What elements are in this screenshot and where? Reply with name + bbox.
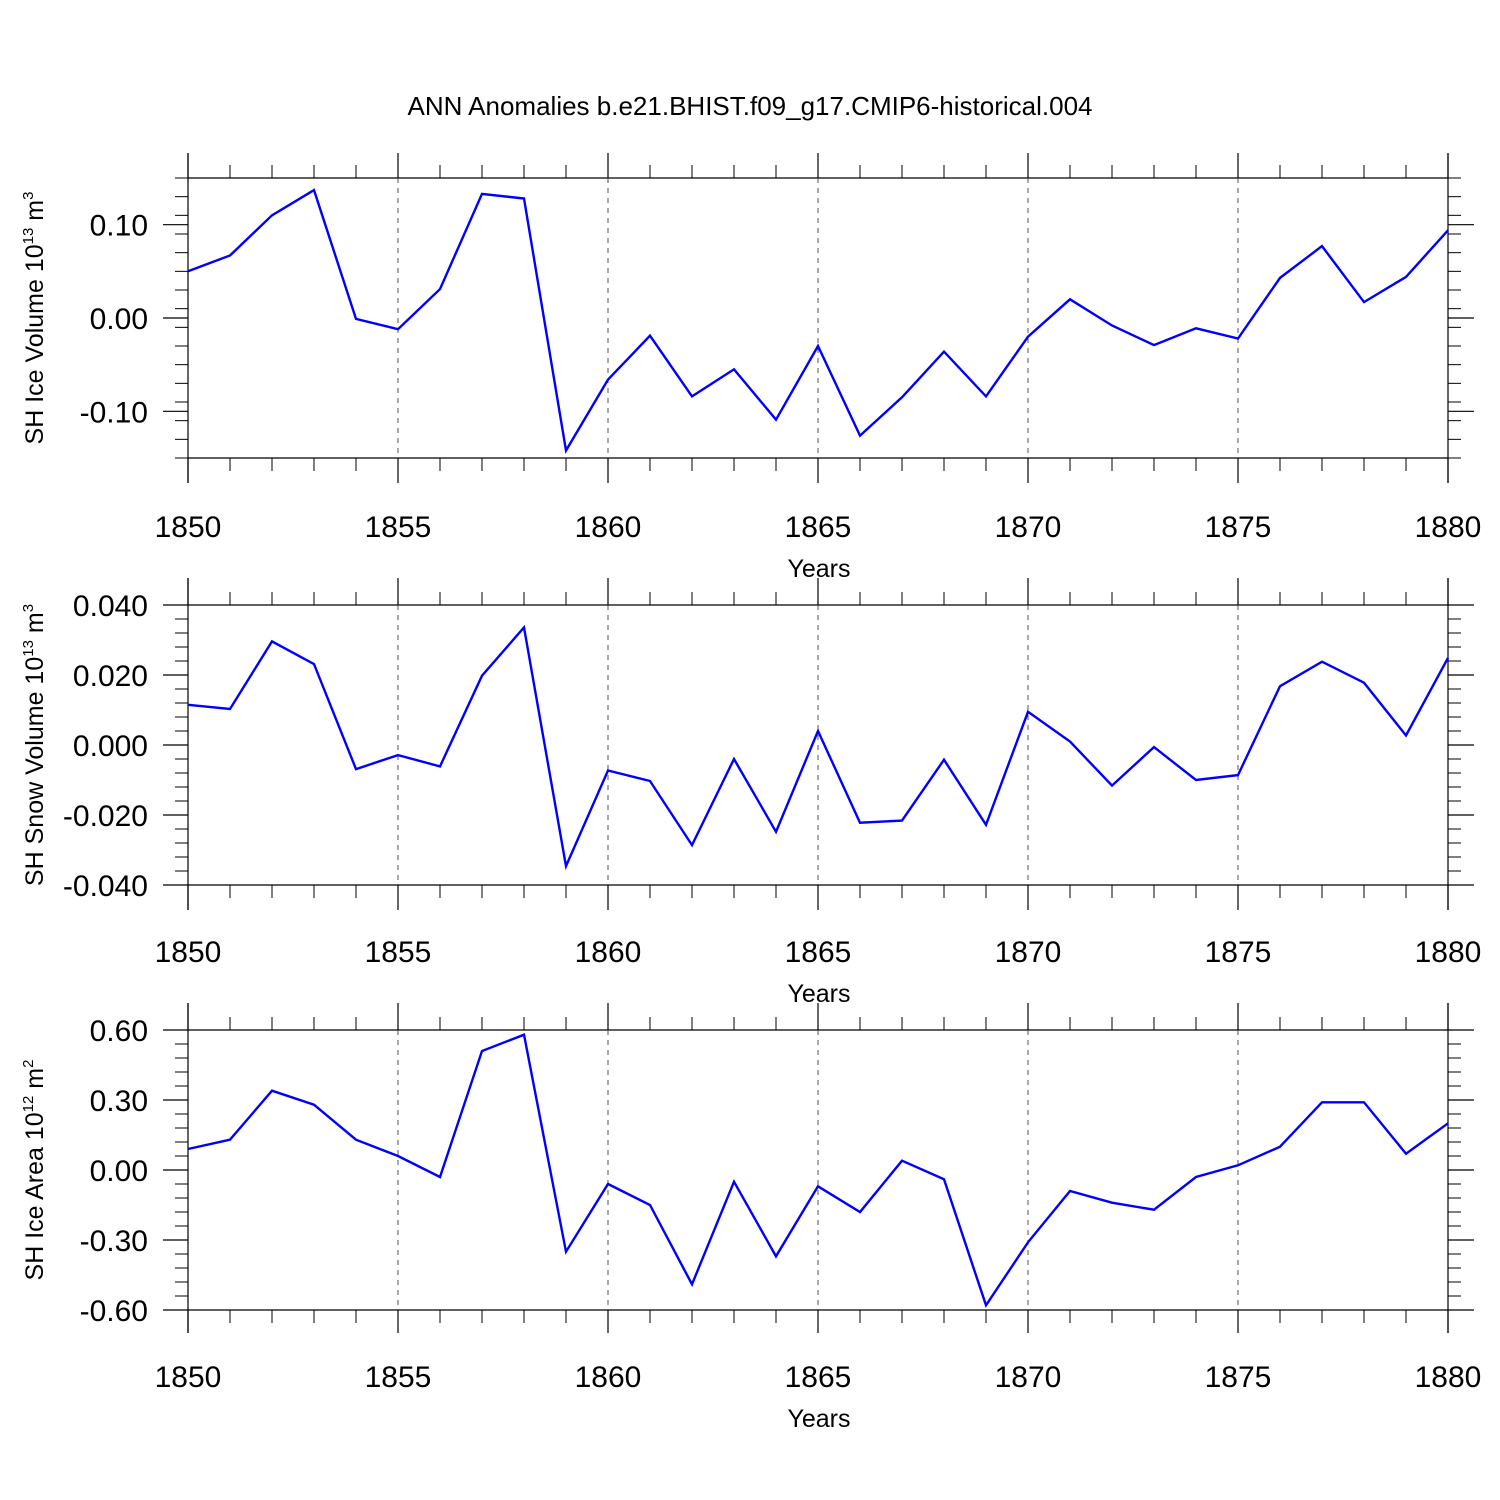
y-tick-label: 0.00 — [90, 303, 148, 336]
x-tick-label: 1870 — [995, 511, 1062, 544]
y-tick-label: 0.30 — [90, 1085, 148, 1118]
y-tick-label: -0.10 — [80, 396, 148, 429]
y-tick-label: -0.30 — [80, 1225, 148, 1258]
y-axis-unit-base: 10 — [21, 244, 49, 279]
x-tick-label: 1880 — [1415, 511, 1482, 544]
x-tick-label: 1850 — [155, 511, 222, 544]
y-tick-label: -0.040 — [63, 870, 148, 903]
y-tick-label: 0.020 — [73, 660, 148, 693]
y-tick-label: -0.60 — [80, 1295, 148, 1328]
y-axis-title-text: SH Ice Area — [21, 1147, 49, 1280]
x-tick-label: 1875 — [1205, 511, 1272, 544]
y-tick-label: 0.10 — [90, 210, 148, 243]
x-tick-label: 1875 — [1205, 936, 1272, 969]
x-tick-label: 1880 — [1415, 1361, 1482, 1394]
x-axis-title: Years — [787, 1405, 850, 1433]
x-tick-label: 1870 — [995, 936, 1062, 969]
y-tick-label: 0.040 — [73, 590, 148, 623]
x-tick-label: 1865 — [785, 511, 852, 544]
x-tick-label: 1850 — [155, 1361, 222, 1394]
x-tick-label: 1865 — [785, 1361, 852, 1394]
chart-title: ANN Anomalies b.e21.BHIST.f09_g17.CMIP6-… — [407, 91, 1092, 121]
x-tick-label: 1880 — [1415, 936, 1482, 969]
y-axis-unit-power: 3 — [20, 192, 37, 200]
x-tick-label: 1875 — [1205, 1361, 1272, 1394]
y-axis-title: SH Snow Volume 1013 m3 — [20, 604, 49, 886]
y-axis-unit-m: m — [21, 1068, 49, 1096]
panel-1: 0.10 0.00 -0.10 1850 1855 1860 1865 1870 1875 188… — [20, 153, 1481, 583]
y-tick-label: 0.60 — [90, 1015, 148, 1048]
x-tick-label: 1860 — [575, 511, 642, 544]
y-axis-unit-power: 3 — [20, 604, 37, 612]
x-tick-label: 1855 — [365, 936, 432, 969]
x-tick-label: 1865 — [785, 936, 852, 969]
y-axis-title-text: SH Ice Volume — [21, 279, 49, 444]
x-tick-label: 1860 — [575, 936, 642, 969]
x-tick-label: 1855 — [365, 511, 432, 544]
x-axis-title: Years — [787, 555, 850, 583]
y-axis-unit-exponent: 12 — [20, 1096, 37, 1113]
y-axis-title: SH Ice Volume 1013 m3 — [20, 192, 49, 445]
x-axis-title: Years — [787, 980, 850, 1008]
x-tick-label: 1855 — [365, 1361, 432, 1394]
y-axis-title-text: SH Snow Volume — [21, 692, 49, 887]
y-tick-label: 0.00 — [90, 1155, 148, 1188]
y-tick-label: 0.000 — [73, 730, 148, 763]
x-tick-label: 1860 — [575, 1361, 642, 1394]
y-axis-unit-m: m — [21, 612, 49, 640]
y-axis-unit-power: 2 — [20, 1060, 37, 1068]
y-axis-title: SH Ice Area 1012 m2 — [20, 1060, 49, 1281]
x-tick-label: 1850 — [155, 936, 222, 969]
y-tick-label: -0.020 — [63, 800, 148, 833]
y-axis-unit-exponent: 13 — [20, 640, 37, 657]
y-axis-unit-base: 10 — [21, 657, 49, 692]
y-axis-unit-base: 10 — [21, 1112, 49, 1147]
y-axis-unit-exponent: 13 — [20, 228, 37, 245]
x-tick-label: 1870 — [995, 1361, 1062, 1394]
y-axis-unit-m: m — [21, 200, 49, 228]
